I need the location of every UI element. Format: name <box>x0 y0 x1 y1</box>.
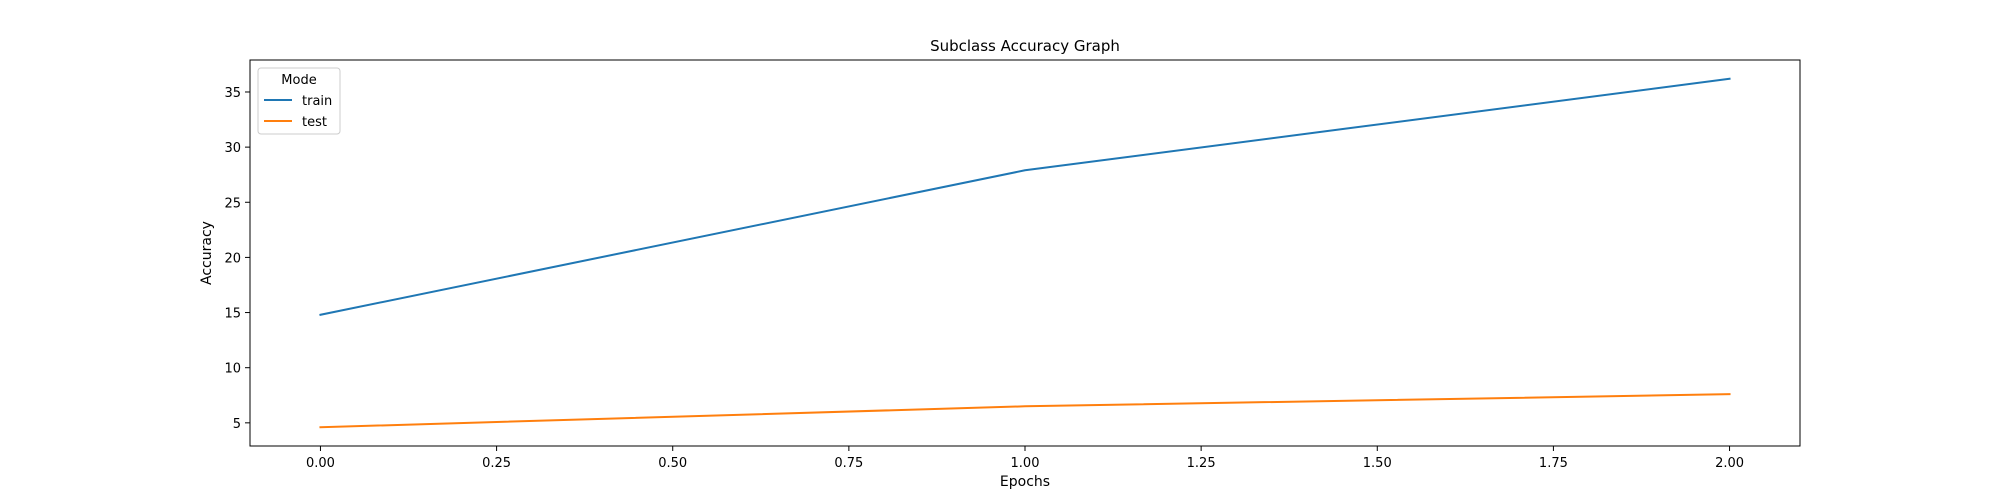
y-tick-label: 20 <box>224 251 241 266</box>
y-tick-label: 15 <box>224 307 241 322</box>
series-line-train <box>319 77 1731 316</box>
x-axis: 0.00 0.25 0.50 0.75 1.00 1.25 1.50 1.75 2.00 <box>306 446 1744 471</box>
x-tick-label: 0.50 <box>658 456 687 471</box>
y-tick-label: 30 <box>224 141 241 156</box>
x-tick-label: 0.75 <box>834 456 863 471</box>
x-tick-label: 1.50 <box>1363 456 1392 471</box>
x-tick-label: 2.00 <box>1715 456 1744 471</box>
y-tick-label: 25 <box>224 196 241 211</box>
x-axis-label: Epochs <box>1000 474 1050 490</box>
x-tick-label: 1.25 <box>1187 456 1216 471</box>
y-tick-label: 35 <box>224 86 241 101</box>
x-tick-label: 0.25 <box>482 456 511 471</box>
plot-area: 0.00 0.25 0.50 0.75 1.00 1.25 1.50 1.75 2.00 5 10… <box>224 59 1801 471</box>
legend-title: Mode <box>281 73 316 88</box>
chart-title: Subclass Accuracy Graph <box>930 37 1120 55</box>
x-tick-label: 1.00 <box>1011 456 1040 471</box>
series-line-test <box>319 393 1731 429</box>
y-tick-label: 5 <box>233 417 241 432</box>
y-tick-label: 10 <box>224 362 241 377</box>
x-tick-label: 1.75 <box>1539 456 1568 471</box>
legend-box <box>257 67 341 135</box>
legend: Mode train test <box>257 67 341 135</box>
plot-frame <box>249 59 1801 447</box>
series-layer <box>319 77 1731 429</box>
legend-items: train test <box>264 94 332 130</box>
y-axis: 5 10 15 20 25 30 35 <box>224 86 250 432</box>
legend-label-train: train <box>302 94 332 109</box>
y-axis-label: Accuracy <box>199 221 215 285</box>
x-tick-label: 0.00 <box>306 456 335 471</box>
legend-label-test: test <box>302 115 327 130</box>
